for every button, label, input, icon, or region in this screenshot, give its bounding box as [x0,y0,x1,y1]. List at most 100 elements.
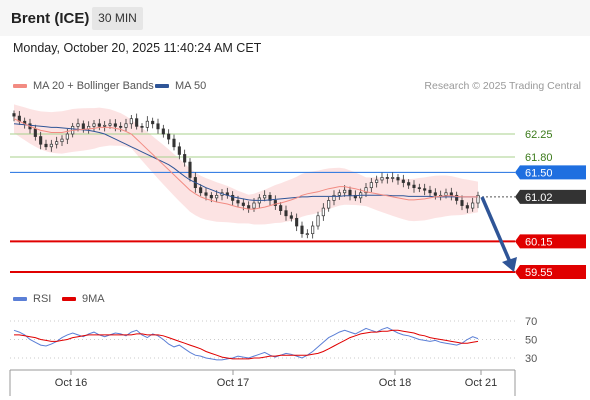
candle-body [375,179,379,183]
candle-body [423,188,427,191]
candle-body [348,189,352,196]
research-credit: Research © 2025 Trading Central [424,80,581,92]
candle-body [145,120,149,128]
candle-body [284,210,288,217]
candle-body [289,215,293,219]
level-label-60-15: 60.15 [525,236,553,248]
level-label-61-80: 61.80 [525,152,553,164]
level-tag-59-55 [515,265,586,279]
legend-rsi-label: RSI [33,293,52,305]
instrument-title: Brent (ICE) [11,10,90,27]
candle-body [183,154,187,163]
candle-body [49,143,53,148]
candle-body [177,146,181,155]
legend-ma9: 9MA [62,293,105,305]
timeframe-button[interactable]: 30 MIN [92,7,143,30]
legend-rsi: RSI [13,293,51,305]
rsi-tick-50: 50 [525,335,537,347]
candle-body [215,194,219,199]
rsi-ma9-line [14,329,479,360]
candle-body [92,123,96,127]
candle-body [97,123,101,127]
candle-body [300,225,304,235]
candle-body [129,118,133,125]
legend-ma9-swatch [62,297,76,302]
legend-ma20-swatch [13,84,27,89]
x-tick-label: Oct 17 [217,377,249,389]
candle-body [343,189,347,194]
candle-body [385,177,389,179]
candle-body [380,177,384,181]
candle-body [33,128,37,137]
level-tag-60-15 [515,234,586,249]
candle-body [39,136,43,145]
ma50-line [13,123,478,201]
candle-body [444,192,448,196]
candle-body [449,192,453,196]
candle-body [119,125,123,128]
candle-body [263,194,267,199]
candle-body [140,125,144,128]
candle-body [455,194,459,201]
candle-body [12,113,16,117]
candle-body [332,194,336,201]
level-tag-61-50 [515,165,586,180]
candle-body [273,200,277,206]
candle-body [396,177,400,181]
candle-body [279,205,283,212]
legend-ma20-label: MA 20 + Bollinger Bands [33,80,154,92]
candle-body [108,123,112,126]
candle-body [113,123,117,127]
candle-body [476,194,480,204]
candle-body [231,194,235,201]
candle-body [327,200,331,209]
candle-body [241,202,245,206]
level-label-59-55: 59.55 [525,267,553,279]
level-label-62-25: 62.25 [525,129,553,141]
projection-arrow-head [502,257,517,272]
legend-rsi-swatch [13,297,27,302]
candle-body [103,124,107,127]
candle-body [364,187,368,194]
timestamp: Monday, October 20, 2025 11:40:24 AM CET [13,41,262,55]
candle-body [337,192,341,196]
candle-body [305,233,309,236]
candle-body [465,205,469,209]
rsi-tick-70: 70 [525,316,537,328]
legend-ma20: MA 20 + Bollinger Bands [13,80,154,92]
x-tick-label: Oct 21 [465,377,497,389]
candle-body [60,138,64,143]
candle-body [44,143,48,148]
candle-body [65,133,69,140]
chart-header: Brent (ICE) 30 MIN [0,0,590,36]
candle-body [188,161,192,178]
x-tick-label: Oct 18 [379,377,411,389]
candle-body [321,207,325,217]
candle-body [252,202,256,209]
candle-body [417,187,421,190]
candle-body [156,123,160,130]
candle-body [236,200,240,204]
x-tick-label: Oct 16 [55,377,87,389]
candle-body [460,200,464,206]
rsi-line [13,326,479,361]
level-tag-61-02 [515,189,586,204]
candle-body [167,133,171,140]
candle-body [76,123,80,127]
candle-body [199,187,203,194]
legend-ma50: MA 50 [155,80,206,92]
legend-ma50-label: MA 50 [175,80,207,92]
projection-arrow-shaft [480,196,512,263]
candle-body [428,189,432,194]
candle-body [81,123,85,130]
legend-ma50-swatch [155,84,169,89]
candle-body [124,123,128,128]
candle-body [369,182,373,189]
candle-body [412,184,416,189]
rsi-tick-30: 30 [525,353,537,365]
candle-body [311,225,315,235]
candle-body [172,138,176,148]
candle-body [204,192,208,196]
candle-body [268,194,272,201]
